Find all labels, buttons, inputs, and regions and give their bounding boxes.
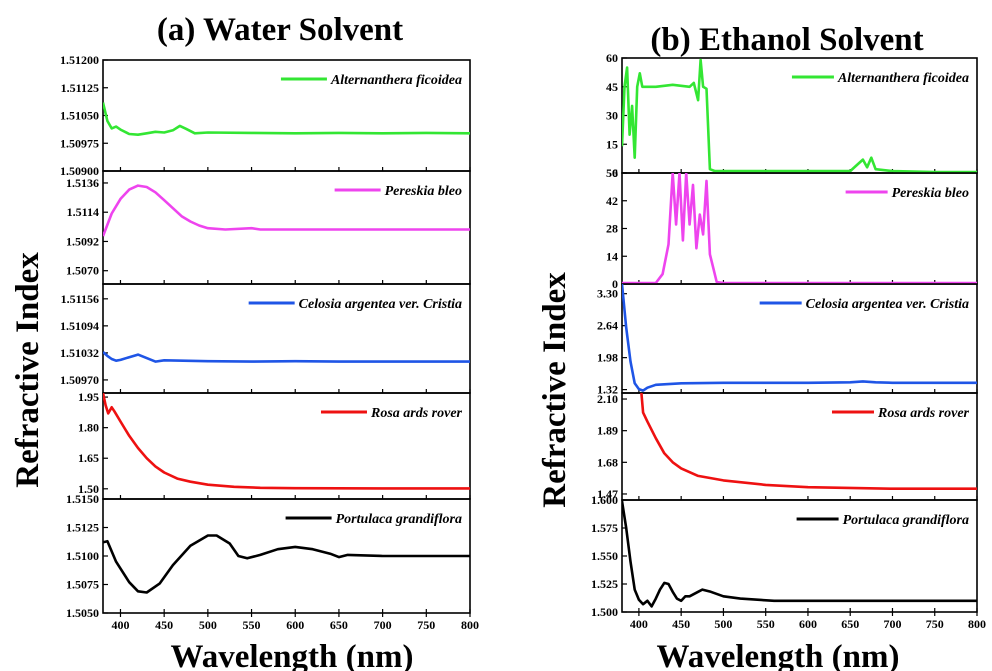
x-tick-label: 500 — [714, 617, 732, 631]
legend-label: Portulaca grandiflora — [843, 513, 969, 528]
x-tick-label: 600 — [286, 618, 304, 632]
y-tick-label: 1.5125 — [66, 521, 99, 535]
y-tick-label: 1.525 — [591, 577, 618, 591]
y-tick-label: 1.575 — [591, 521, 618, 535]
y-tick-label: 1.550 — [591, 549, 618, 563]
legend-label: Portulaca grandiflora — [336, 512, 462, 527]
series-line-pereskia-bleo — [622, 173, 977, 284]
series-line-rosa-ards-rover — [640, 393, 977, 490]
x-tick-label: 600 — [799, 617, 817, 631]
y-tick-label: 28 — [606, 222, 618, 236]
y-tick-label: 1.5075 — [66, 578, 99, 592]
y-tick-label: 1.50975 — [60, 136, 99, 150]
x-tick-label: 800 — [968, 617, 986, 631]
y-tick-label: 2.10 — [597, 392, 618, 406]
x-tick-label: 450 — [672, 617, 690, 631]
y-tick-label: 1.51156 — [61, 292, 99, 306]
x-tick-label: 700 — [374, 618, 392, 632]
y-tick-label: 1.98 — [597, 351, 618, 365]
y-tick-label: 42 — [606, 194, 618, 208]
y-tick-label: 1.51032 — [60, 346, 99, 360]
legend-label: Alternanthera ficoidea — [837, 71, 969, 86]
x-axis-label-water: Wavelength (nm) — [171, 639, 414, 671]
series-line-rosa-ards-rover — [103, 393, 470, 490]
series-line-portulaca-grandiflora — [103, 534, 470, 594]
legend-label: Pereskia bleo — [385, 184, 462, 199]
x-tick-label: 700 — [883, 617, 901, 631]
y-tick-label: 56 — [606, 166, 618, 180]
x-tick-label: 400 — [630, 617, 648, 631]
y-axis-label-ethanol: Refractive Index — [537, 272, 573, 508]
x-tick-label: 650 — [330, 618, 348, 632]
y-tick-label: 1.51125 — [61, 81, 99, 95]
legend-label: Pereskia bleo — [892, 186, 969, 201]
y-tick-label: 1.80 — [78, 421, 99, 435]
y-tick-label: 1.51050 — [60, 109, 99, 123]
y-tick-label: 1.51200 — [60, 53, 99, 67]
y-tick-label: 1.5070 — [66, 264, 99, 278]
x-axis-label-ethanol: Wavelength (nm) — [657, 639, 900, 671]
plot-area: 1.51200 1.51125 1.51050 1.50975 1.50900 Alter… — [60, 51, 986, 632]
y-tick-label: 1.5100 — [66, 549, 99, 563]
y-tick-label: 1.50 — [78, 482, 99, 496]
y-tick-label: 3.30 — [597, 287, 618, 301]
legend-label: Rosa ards rover — [370, 406, 463, 421]
series-line-alternanthera-ficoidea — [622, 58, 977, 173]
y-tick-label: 14 — [606, 249, 618, 263]
y-tick-label: 1.68 — [597, 455, 618, 469]
x-tick-label: 500 — [199, 618, 217, 632]
series-line-celosia-argentea-ver-cristia — [103, 351, 470, 363]
y-tick-label: 1.50900 — [60, 164, 99, 178]
x-tick-label: 650 — [841, 617, 859, 631]
y-tick-label: 45 — [606, 80, 618, 94]
y-axis-label-water: Refractive Index — [10, 252, 46, 488]
y-tick-label: 15 — [606, 137, 618, 151]
x-tick-label: 450 — [155, 618, 173, 632]
chart-title-water: (a) Water Solvent — [157, 12, 403, 48]
legend-label: Alternanthera ficoidea — [330, 73, 462, 88]
series-line-celosia-argentea-ver-cristia — [622, 284, 977, 392]
x-tick-label: 800 — [461, 618, 479, 632]
y-tick-label: 2.64 — [597, 319, 618, 333]
y-tick-label: 1.5092 — [66, 234, 99, 248]
y-tick-label: 1.51094 — [60, 319, 99, 333]
x-tick-label: 400 — [111, 618, 129, 632]
y-tick-label: 1.5150 — [66, 492, 99, 506]
y-tick-label: 30 — [606, 109, 618, 123]
y-tick-label: 1.5050 — [66, 606, 99, 620]
legend-label: Celosia argentea ver. Cristia — [299, 297, 462, 312]
series-line-pereskia-bleo — [103, 184, 470, 237]
series-line-alternanthera-ficoidea — [103, 102, 470, 136]
y-tick-label: 1.65 — [78, 451, 99, 465]
y-tick-label: 1.47 — [597, 487, 618, 501]
y-tick-label: 0 — [612, 166, 618, 180]
series-line-portulaca-grandiflora — [622, 500, 977, 608]
legend-label: Celosia argentea ver. Cristia — [806, 297, 969, 312]
y-tick-label: 1.89 — [597, 424, 618, 438]
x-tick-label: 550 — [757, 617, 775, 631]
y-tick-label: 1.500 — [591, 605, 618, 619]
x-tick-label: 550 — [243, 618, 261, 632]
y-tick-label: 1.50970 — [60, 373, 99, 387]
x-tick-label: 750 — [926, 617, 944, 631]
y-tick-label: 1.5114 — [67, 205, 99, 219]
chart-title-ethanol: (b) Ethanol Solvent — [650, 22, 923, 58]
y-tick-label: 0 — [612, 277, 618, 291]
y-tick-label: 1.5136 — [66, 176, 99, 190]
y-tick-label: 1.32 — [597, 383, 618, 397]
x-tick-label: 750 — [417, 618, 435, 632]
y-tick-label: 1.95 — [78, 390, 99, 404]
y-tick-label: 1.600 — [591, 493, 618, 507]
y-tick-label: 60 — [606, 51, 618, 65]
legend-label: Rosa ards rover — [877, 406, 970, 421]
